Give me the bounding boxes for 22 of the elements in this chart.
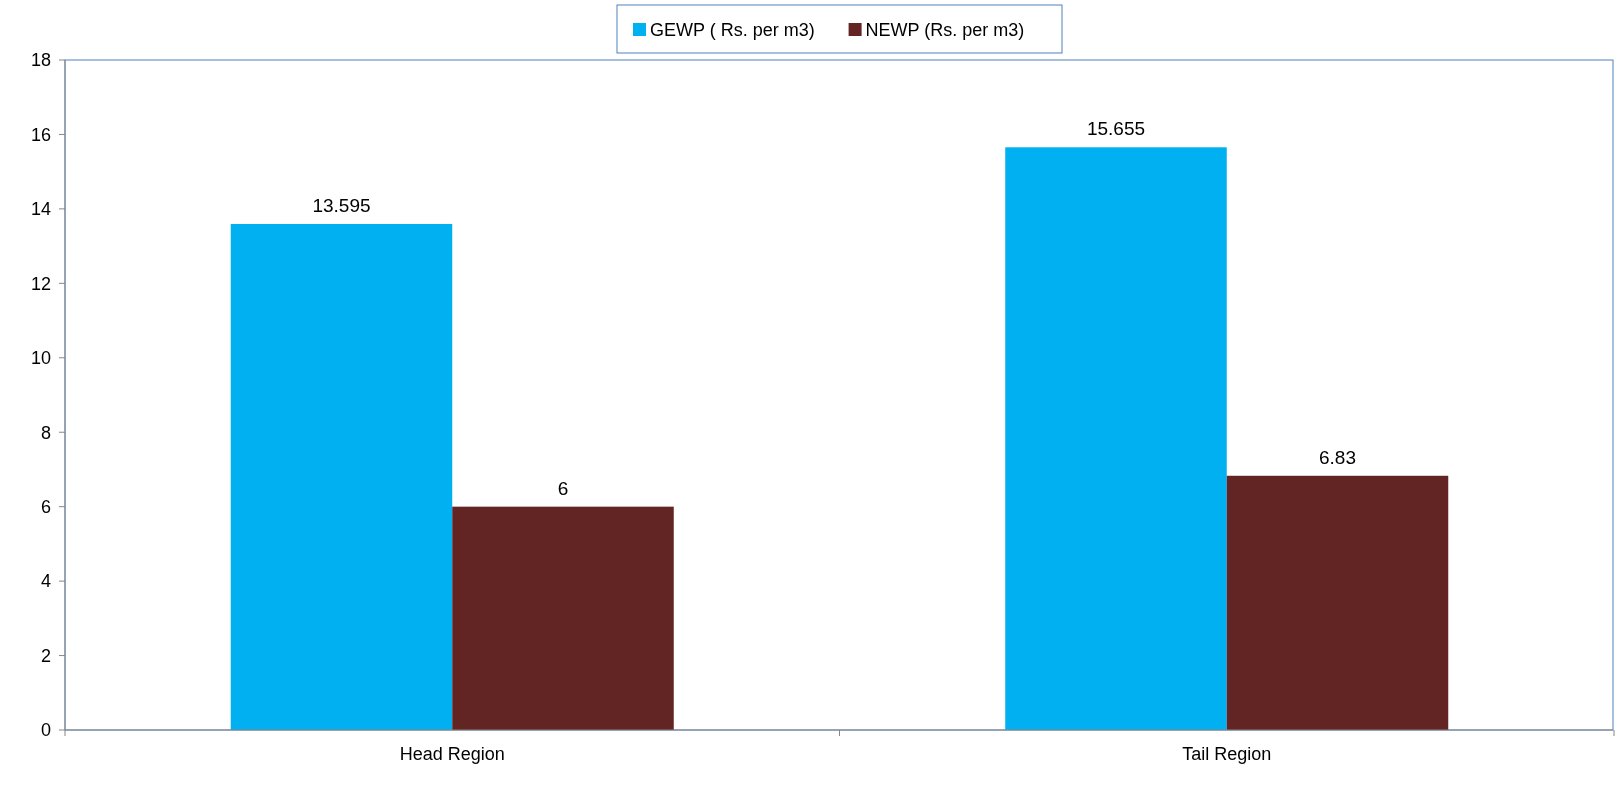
y-tick-label: 12 (30, 273, 51, 294)
y-tick-label: 6 (40, 496, 51, 517)
bar (230, 223, 453, 730)
bar (1005, 147, 1227, 730)
data-label: 15.655 (1086, 118, 1146, 140)
data-label: 13.595 (312, 194, 371, 216)
y-tick-label: 18 (30, 50, 51, 71)
y-tick-label: 2 (40, 645, 51, 666)
y-tick-label: 10 (30, 348, 51, 369)
bar (452, 506, 674, 730)
y-tick-label: 16 (30, 124, 51, 145)
legend-label: GEWP ( Rs. per m3) (650, 20, 815, 41)
y-tick-label: 4 (40, 571, 51, 592)
x-tick-label: Tail Region (1182, 744, 1272, 764)
x-tick-label: Head Region (399, 744, 505, 764)
legend-label: NEWP (Rs. per m3) (865, 20, 1025, 41)
y-tick-label: 14 (30, 199, 51, 220)
bar (1226, 475, 1449, 730)
y-tick-label: 8 (40, 422, 51, 443)
y-tick-label: 0 (40, 720, 51, 741)
data-label: 6 (557, 477, 569, 499)
data-label: 6.83 (1319, 446, 1356, 468)
